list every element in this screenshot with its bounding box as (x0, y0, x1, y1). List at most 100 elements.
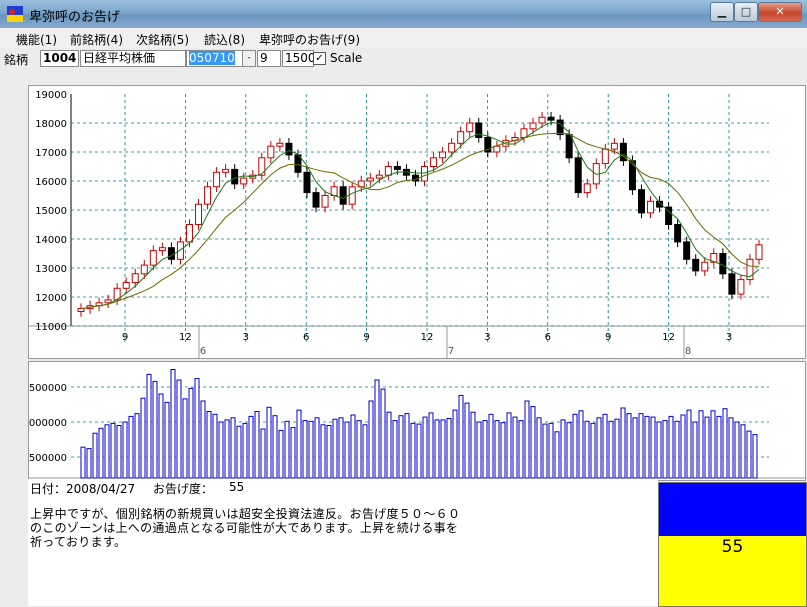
oracle-score-box: 55 (658, 482, 807, 607)
price-x-tick: 3 (243, 332, 249, 343)
volume-bar (542, 423, 548, 479)
candle-up (421, 166, 429, 182)
status-score-label: お告げ度： (153, 482, 214, 496)
candle-up (457, 131, 465, 144)
title-bar[interactable]: 卑弥呼のお告げ ▁ □ ✕ (0, 0, 807, 28)
candle-down (719, 253, 727, 275)
volume-bar (278, 429, 284, 479)
volume-y-tick: 1000000 (29, 418, 67, 429)
volume-bar (668, 415, 674, 479)
price-x-tick: 6 (303, 332, 309, 343)
candle-up (222, 168, 230, 173)
price-x-tick: 12 (179, 332, 192, 343)
volume-bar (356, 420, 362, 479)
candle-up (122, 282, 130, 289)
price-chart-panel: 19000 18000 17000 16000 15000 14000 13000 12000… (28, 85, 806, 359)
close-button[interactable]: ✕ (758, 2, 802, 22)
volume-bar (596, 417, 602, 479)
maximize-button[interactable]: □ (734, 2, 758, 22)
app-icon (7, 6, 23, 22)
volume-bar (740, 424, 746, 479)
stock-code-field[interactable]: 1004 (40, 50, 79, 67)
volume-bar (164, 401, 170, 479)
volume-bar (638, 413, 644, 479)
menu-load[interactable]: 読込(8) (204, 33, 245, 47)
candle-down (303, 171, 311, 194)
price-x-tick: 9 (122, 332, 128, 343)
message-line-1: 上昇中ですが、個別銘柄の新規買いは超安全投資法違反。お告げ度５０～６０ (30, 507, 461, 521)
price-x-tick: 12 (662, 332, 675, 343)
volume-bar (266, 406, 272, 479)
volume-bar (398, 415, 404, 479)
volume-bar (140, 397, 146, 479)
volume-bar (428, 412, 434, 479)
volume-bar (182, 398, 188, 479)
date-spin-button[interactable]: - (242, 50, 256, 67)
volume-bar (146, 373, 152, 479)
volume-bar (152, 380, 158, 479)
volume-chart-panel: 1500000 1000000 500000 (22, 361, 806, 481)
year-label: 6 (200, 346, 206, 357)
volume-bar (374, 379, 380, 479)
volume-bar (560, 419, 566, 479)
volume-bar (362, 424, 368, 479)
volume-bar (212, 413, 218, 479)
volume-bar (452, 409, 458, 479)
volume-bar (674, 420, 680, 479)
volume-bar (662, 420, 668, 479)
volume-bar (746, 430, 752, 479)
scale-checkbox[interactable]: ✓ (313, 52, 326, 65)
candle-down (574, 157, 582, 194)
candle-up (140, 264, 148, 275)
stock-name-field[interactable]: 日経平均株価 (80, 50, 186, 67)
menu-prev-stock[interactable]: 前銘柄(4) (70, 33, 123, 47)
volume-bar (242, 422, 248, 479)
volume-bar (470, 411, 476, 479)
score-box-bottom (659, 536, 806, 606)
minimize-button[interactable]: ▁ (710, 2, 734, 22)
candle-down (484, 137, 492, 153)
menu-oracle[interactable]: 卑弥呼のお告げ(9) (259, 33, 360, 47)
volume-bar (302, 420, 308, 479)
menu-bar: 機能(1) 前銘柄(4) 次銘柄(5) 読込(8) 卑弥呼のお告げ(9) (0, 28, 807, 48)
candle-down (556, 119, 564, 136)
volume-bar (656, 421, 662, 479)
volume-bar (104, 424, 110, 479)
price-x-tick: 9 (363, 332, 369, 343)
message-line-2: のこのゾーンは上への通過点となる可能性が大であります。上昇を続ける事を (30, 521, 459, 535)
period-field[interactable]: 9 (257, 50, 281, 67)
count-field[interactable]: 1500 (282, 50, 314, 67)
candle-down (312, 192, 320, 208)
menu-function[interactable]: 機能(1) (16, 33, 57, 47)
volume-bar (728, 417, 734, 479)
volume-bar (200, 400, 206, 479)
candle-up (204, 186, 212, 205)
volume-bar (368, 400, 374, 479)
volume-bar (350, 414, 356, 479)
candle-up (384, 166, 392, 176)
price-x-tick: 6 (545, 332, 551, 343)
candle-up (348, 186, 356, 205)
candle-up (746, 258, 754, 281)
volume-bar (722, 408, 728, 479)
volume-chart: 1500000 1000000 500000 (22, 369, 805, 479)
candle-up (529, 122, 537, 130)
candle-up (195, 203, 203, 225)
candle-down (683, 241, 691, 260)
year-label: 7 (448, 346, 454, 357)
volume-bar (650, 416, 656, 479)
candle-down (656, 200, 664, 208)
volume-bar (308, 420, 314, 479)
price-chart: 19000 18000 17000 16000 15000 14000 13000 12000… (29, 90, 805, 358)
menu-next-stock[interactable]: 次銘柄(5) (136, 33, 189, 47)
candle-up (113, 287, 121, 301)
candle-up (240, 177, 248, 185)
volume-bar (686, 409, 692, 479)
volume-bar (332, 418, 338, 479)
volume-bar (518, 420, 524, 479)
candle-up (520, 128, 528, 138)
year-label: 8 (685, 346, 691, 357)
status-date: 日付：2008/04/27 (30, 482, 136, 496)
candle-up (213, 171, 221, 188)
date-field[interactable]: 050710 (186, 50, 244, 67)
